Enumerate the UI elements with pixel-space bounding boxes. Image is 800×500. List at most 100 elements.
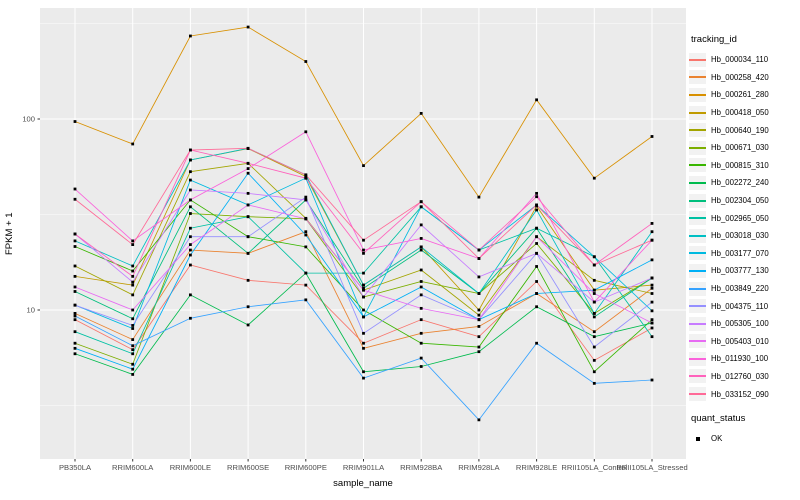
data-point (131, 352, 135, 356)
x-tick-label: RRIM600LE (170, 463, 211, 472)
data-point (189, 170, 192, 174)
data-point (131, 362, 135, 366)
data-point (650, 283, 654, 287)
data-point (73, 352, 77, 356)
legend-line-swatch (689, 322, 706, 325)
legend-line-swatch (689, 393, 706, 396)
data-point (650, 300, 654, 304)
legend-key (689, 211, 706, 226)
data-point (419, 331, 423, 335)
data-point (535, 280, 538, 283)
legend-entry: Hb_011930_100 (689, 350, 799, 368)
data-point (189, 316, 192, 320)
data-point (419, 223, 423, 227)
legend-key (689, 387, 706, 402)
legend-label: Hb_012760_030 (711, 371, 769, 381)
data-point (73, 232, 77, 236)
legend-key (689, 316, 706, 331)
data-point (419, 111, 423, 115)
data-point (73, 318, 77, 322)
legend-entry: Hb_000418_050 (689, 104, 799, 122)
data-point (535, 98, 538, 102)
data-point (362, 271, 365, 275)
legend-label: Hb_000034_110 (711, 55, 769, 65)
legend-title-tracking-id: tracking_id (691, 34, 737, 45)
legend-line-swatch (689, 181, 706, 184)
legend-entry: Hb_002965_050 (689, 209, 799, 227)
data-point (304, 173, 308, 177)
legend-label: Hb_003849_220 (711, 284, 769, 294)
data-point (73, 346, 77, 350)
data-point (73, 197, 77, 201)
legend-label: Hb_000261_280 (711, 90, 769, 100)
data-point (650, 292, 654, 295)
legend-label: Hb_005403_010 (711, 336, 769, 346)
data-point (73, 303, 77, 307)
data-point (362, 331, 365, 335)
data-point (304, 175, 308, 178)
data-point (650, 135, 654, 138)
data-point (592, 345, 596, 349)
data-point (304, 233, 308, 237)
data-point (304, 60, 308, 63)
data-point (592, 288, 596, 292)
legend-line-swatch (689, 199, 706, 202)
data-point (189, 293, 192, 297)
data-point (246, 305, 250, 309)
data-point (304, 271, 308, 275)
data-point (362, 295, 365, 299)
legend-key (689, 105, 706, 120)
data-point (304, 283, 308, 287)
data-point (477, 257, 481, 260)
data-point (477, 275, 481, 279)
data-point (362, 288, 365, 292)
data-point (131, 348, 135, 352)
data-point (73, 285, 77, 289)
x-tick-label: RRIM928BA (400, 463, 443, 472)
legend-line-swatch (689, 146, 706, 149)
data-point (535, 251, 538, 255)
data-point (477, 350, 481, 354)
data-point (131, 344, 135, 348)
data-point (592, 255, 596, 259)
legend-label: Hb_002304_050 (711, 196, 769, 206)
legend-entry: Hb_000261_280 (689, 86, 799, 104)
data-point (535, 208, 538, 212)
legend-label: Hb_000418_050 (711, 108, 769, 118)
data-point (304, 176, 308, 180)
legend-key (689, 193, 706, 208)
legend-key (689, 52, 706, 67)
data-point (189, 178, 192, 182)
data-point (362, 283, 365, 287)
data-point (419, 285, 423, 289)
data-point (592, 300, 596, 304)
data-point (419, 293, 423, 297)
legend-entries: Hb_000034_110 Hb_000258_420 Hb_000261_280 H… (689, 51, 799, 403)
data-point (246, 203, 250, 207)
legend-line-swatch (689, 76, 706, 79)
data-point (304, 195, 308, 199)
legend-key (689, 70, 706, 85)
data-point (189, 148, 192, 152)
data-point (592, 330, 596, 334)
data-point (650, 378, 654, 382)
data-point (73, 314, 77, 318)
legend-line-swatch (689, 164, 706, 167)
data-point (73, 290, 77, 293)
data-point (650, 318, 654, 322)
legend-line-swatch (689, 375, 706, 378)
data-point (362, 376, 365, 380)
data-point (477, 335, 481, 339)
data-point (477, 308, 481, 312)
point-marker-icon (695, 436, 700, 441)
data-point (73, 330, 77, 334)
data-point (592, 176, 596, 180)
data-point (362, 315, 365, 319)
data-point (362, 164, 365, 168)
data-point (419, 237, 423, 240)
data-point (535, 292, 538, 295)
data-point (362, 341, 365, 345)
data-point (131, 280, 135, 284)
legend-entry: Hb_002304_050 (689, 192, 799, 210)
data-point (419, 205, 423, 209)
